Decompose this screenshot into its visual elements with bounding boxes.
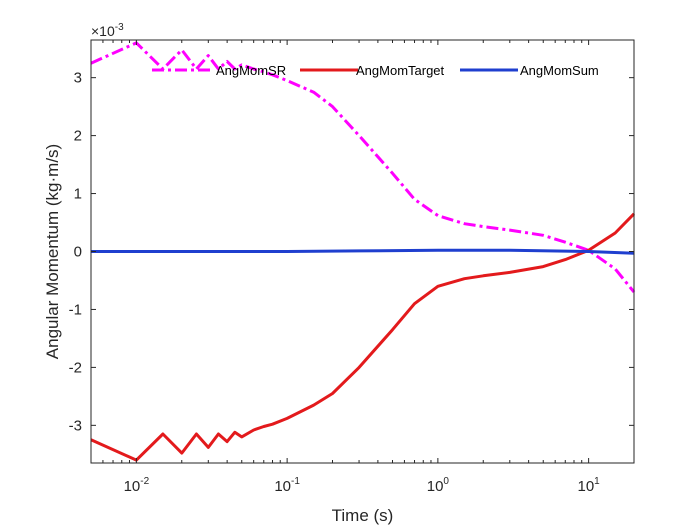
x-tick-label: 100 <box>427 476 450 495</box>
x-tick-label: 101 <box>577 476 600 495</box>
y-tick-label: 0 <box>74 244 82 261</box>
y-axis-label: Angular Momentum (kg·m/s) <box>43 144 62 359</box>
x-tick-label: 10-1 <box>274 476 300 495</box>
legend-label-angmomtarget: AngMomTarget <box>356 63 445 78</box>
x-axis-label: Time (s) <box>332 506 394 525</box>
y-tick-label: -1 <box>69 301 82 318</box>
series-layer <box>90 41 636 462</box>
y-axis-multiplier: ×10-3 <box>91 22 124 39</box>
y-tick-label: 2 <box>74 128 82 145</box>
axes-layer: -3 -2 -1 0 1 2 3 10-2 10-1 100 101 ×10-3 <box>69 22 635 495</box>
series-line-angmomtarget <box>90 212 636 462</box>
y-tick-label: -3 <box>69 417 82 434</box>
series-line-angmomsum <box>91 248 635 255</box>
y-tick-label: 1 <box>74 186 82 203</box>
x-tick-label: 10-2 <box>124 476 150 495</box>
legend: AngMomSR AngMomTarget AngMomSum <box>152 63 599 78</box>
legend-label-angmomsum: AngMomSum <box>520 63 599 78</box>
series-line-angmomsr <box>90 41 636 294</box>
y-tick-label: -2 <box>69 359 82 376</box>
y-tick-label: 3 <box>74 70 82 87</box>
legend-label-angmomsr: AngMomSR <box>216 63 286 78</box>
